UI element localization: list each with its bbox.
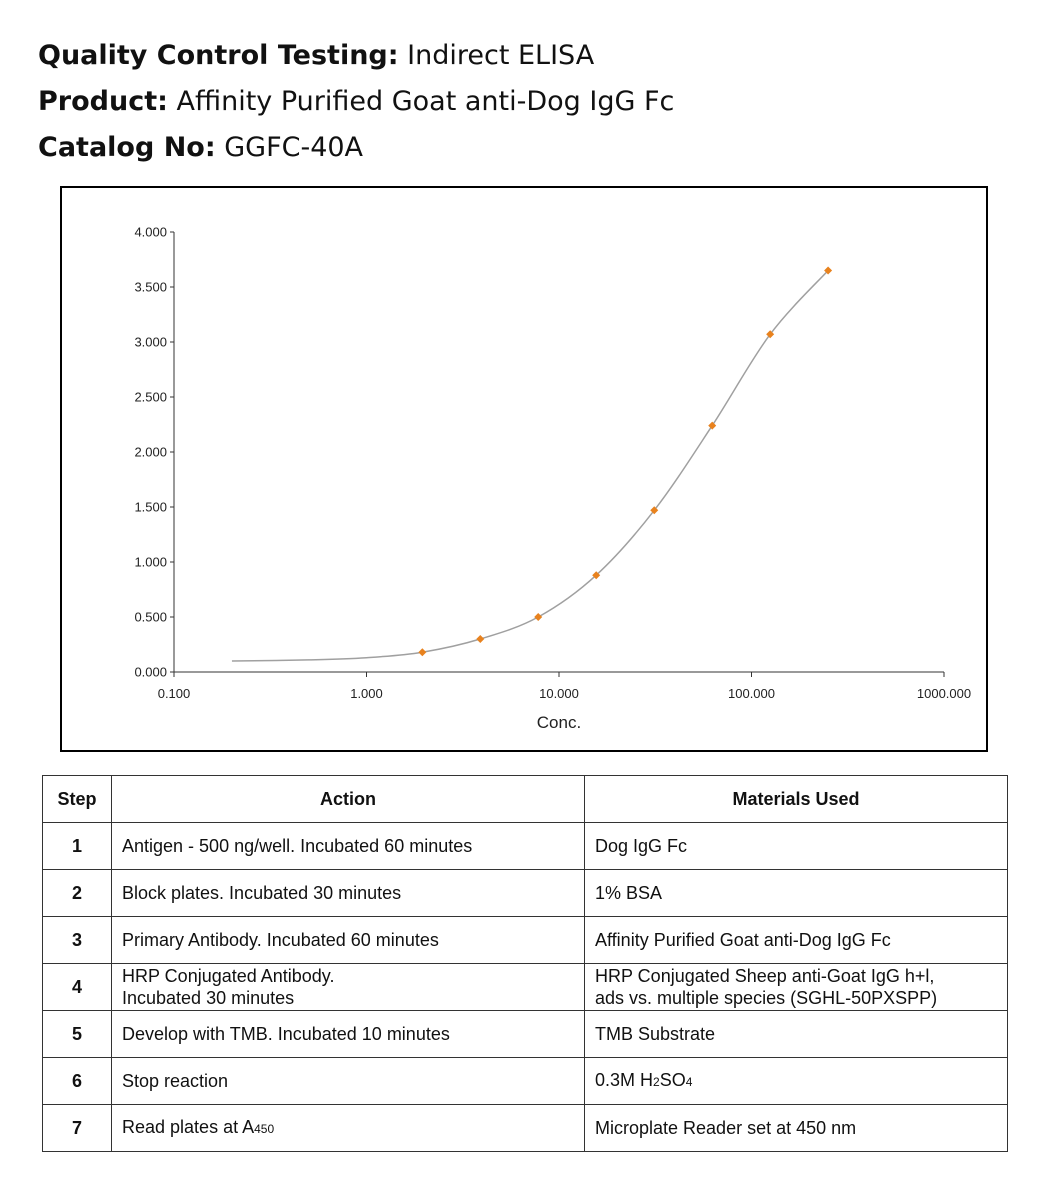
data-point [824,266,833,275]
catalog-value: GGFC-40A [224,132,364,163]
x-tick-label: 0.100 [158,686,191,701]
qc-label: Quality Control Testing: [38,40,399,71]
step-number: 3 [42,916,112,964]
y-tick-label: 2.500 [134,390,167,405]
y-tick-label: 2.000 [134,445,167,460]
action-line: HRP Conjugated Antibody. [122,966,335,986]
step-number: 6 [42,1057,112,1105]
product-value: Affinity Purified Goat anti-Dog IgG Fc [176,86,675,117]
action-cell: Develop with TMB. Incubated 10 minutes [111,1010,585,1058]
header-materials: Materials Used [584,775,1008,823]
y-tick-label: 3.000 [134,335,167,350]
action-cell: Read plates at A450 [111,1104,585,1152]
qc-value: Indirect ELISA [407,40,595,71]
step-number: 1 [42,822,112,870]
catalog-label: Catalog No: [38,132,216,163]
step-number: 2 [42,869,112,917]
y-tick-label: 0.000 [134,665,167,680]
elisa-chart: 0.000 0.500 1.000 1.500 2.000 2.500 3.000 3.500… [134,225,971,733]
y-tick-label: 4.000 [134,225,167,240]
action-line: Incubated 30 minutes [122,988,295,1008]
header-product-line: Product: Affinity Purified Goat anti-Dog… [38,86,674,117]
material-text: SO [659,1070,686,1090]
data-point [650,506,659,515]
material-cell: 0.3M H2SO4 [584,1057,1008,1105]
protocol-table: Step Action Materials Used 1 Antigen - 5… [42,775,1008,1152]
chart-frame: 0.000 0.500 1.000 1.500 2.000 2.500 3.000 3.500… [60,186,988,752]
action-text: Read plates at A [122,1117,255,1137]
table-row: 6 Stop reaction 0.3M H2SO4 [42,1057,1008,1105]
step-number: 7 [42,1104,112,1152]
subscript-2: 2 [653,1075,660,1089]
table-header-row: Step Action Materials Used [42,775,1008,823]
step-number: 4 [42,963,112,1011]
subscript-450: 450 [254,1122,275,1136]
action-cell: HRP Conjugated Antibody. Incubated 30 mi… [111,963,585,1011]
header-action: Action [111,775,585,823]
x-tick-label: 100.000 [728,686,775,701]
step-number: 5 [42,1010,112,1058]
y-tick-label: 0.500 [134,610,167,625]
table-row: 2 Block plates. Incubated 30 minutes 1% … [42,869,1008,917]
action-cell: Stop reaction [111,1057,585,1105]
header-step: Step [42,775,112,823]
data-point [592,571,601,580]
y-tick-label: 3.500 [134,280,167,295]
table-row: 5 Develop with TMB. Incubated 10 minutes… [42,1010,1008,1058]
material-text: 0.3M H [595,1070,654,1090]
material-line: HRP Conjugated Sheep anti-Goat IgG h+l, [595,966,935,986]
y-tick-label: 1.000 [134,555,167,570]
material-cell: Dog IgG Fc [584,822,1008,870]
material-cell: HRP Conjugated Sheep anti-Goat IgG h+l, … [584,963,1008,1011]
data-point [476,635,485,643]
subscript-4: 4 [685,1075,693,1089]
data-point [534,613,543,621]
material-cell: Microplate Reader set at 450 nm [584,1104,1008,1152]
header-qc-line: Quality Control Testing: Indirect ELISA [38,40,594,71]
table-row: 3 Primary Antibody. Incubated 60 minutes… [42,916,1008,964]
table-row: 7 Read plates at A450 Microplate Reader … [42,1104,1008,1152]
material-cell: TMB Substrate [584,1010,1008,1058]
material-cell: Affinity Purified Goat anti-Dog IgG Fc [584,916,1008,964]
action-cell: Primary Antibody. Incubated 60 minutes [111,916,585,964]
x-tick-label: 1.000 [350,686,383,701]
material-cell: 1% BSA [584,869,1008,917]
material-line: ads vs. multiple species (SGHL-50PXSPP) [595,988,938,1008]
product-label: Product: [38,86,168,117]
data-point [418,648,427,657]
y-tick-label: 1.500 [134,500,167,515]
data-point [708,421,717,430]
x-tick-label: 1000.000 [917,686,971,701]
table-row: 1 Antigen - 500 ng/well. Incubated 60 mi… [42,822,1008,870]
x-axis-title: Conc. [537,713,581,732]
fit-curve-line [231,269,829,662]
data-point [766,330,775,339]
action-cell: Antigen - 500 ng/well. Incubated 60 minu… [111,822,585,870]
table-row: 4 HRP Conjugated Antibody. Incubated 30 … [42,963,1008,1011]
header-catalog-line: Catalog No: GGFC-40A [38,132,363,163]
action-cell: Block plates. Incubated 30 minutes [111,869,585,917]
x-tick-label: 10.000 [539,686,579,701]
